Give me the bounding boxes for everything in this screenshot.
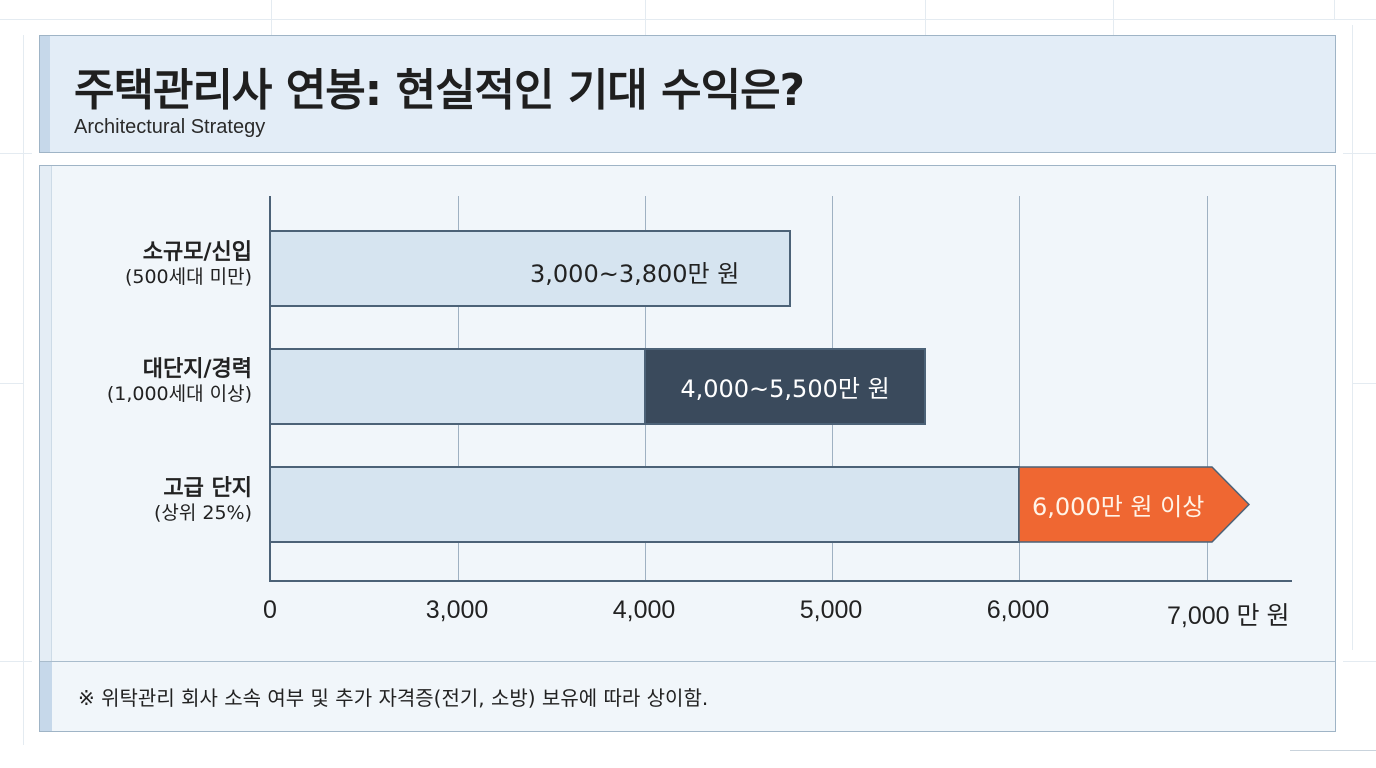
x-tick-label: 0: [263, 596, 277, 624]
category-sub: (상위 25%): [153, 502, 252, 525]
page-title: 주택관리사 연봉: 현실적인 기대 수익은?: [74, 65, 805, 116]
category-main: 고급 단지: [163, 476, 252, 501]
bg-grid-line: [1334, 0, 1335, 19]
x-tick-label: 4,000: [612, 596, 676, 624]
x-axis: [269, 580, 1292, 582]
bg-grid-line: [1343, 153, 1376, 154]
x-tick-label: 3,000: [425, 596, 489, 624]
bg-grid-line: [0, 153, 32, 154]
bar-value-label: 4,000~5,500만 원: [680, 375, 890, 403]
footnote-accent-bar: [40, 661, 52, 731]
bar-large-base: [270, 348, 646, 425]
bg-grid-line: [1352, 383, 1376, 384]
bg-grid-line: [0, 661, 32, 662]
bar-large-range: 4,000~5,500만 원: [644, 348, 926, 425]
bg-grid-line: [1343, 661, 1376, 662]
bg-grid-line: [0, 19, 1376, 20]
bg-grid-line: [23, 35, 24, 745]
bar-small-range: [270, 230, 791, 307]
y-axis: [269, 196, 271, 582]
bg-grid-line: [1290, 750, 1376, 751]
arrow-bar-shape: [1018, 466, 1251, 543]
category-sub: (1,000세대 이상): [106, 383, 252, 406]
bar-premium-base: [270, 466, 1020, 543]
category-label-small: 소규모/신입 (500세대 미만): [125, 240, 252, 289]
bg-grid-line: [0, 383, 24, 384]
bg-grid-line: [1113, 0, 1114, 35]
category-main: 대단지/경력: [142, 357, 252, 382]
footnote-divider: [40, 661, 1335, 662]
bg-grid-line: [645, 0, 646, 35]
x-tick-label-unit: 7,000 만 원: [1167, 602, 1290, 630]
x-tick-label: 5,000: [799, 596, 863, 624]
category-label-large: 대단지/경력 (1,000세대 이상): [107, 357, 252, 406]
gridline-7000: [1207, 196, 1208, 582]
bar-value-label: 3,000~3,800만 원: [530, 260, 740, 288]
gridline-6000: [1019, 196, 1020, 582]
footnote: ※ 위탁관리 회사 소속 여부 및 추가 자격증(전기, 소방) 보유에 따라 …: [78, 686, 709, 710]
bg-grid-line: [925, 0, 926, 35]
bg-grid-line: [1352, 25, 1353, 650]
page-subtitle: Architectural Strategy: [74, 116, 266, 138]
bar-value-label: 6,000만 원 이상: [1032, 493, 1205, 521]
bar-premium-range: 6,000만 원 이상: [1018, 466, 1252, 543]
category-sub: (500세대 미만): [124, 266, 252, 289]
x-tick-label: 6,000: [986, 596, 1050, 624]
bg-grid-line: [271, 0, 272, 35]
chart-accent-bar: [40, 166, 52, 731]
category-main: 소규모/신입: [142, 240, 252, 265]
category-label-premium: 고급 단지 (상위 25%): [154, 476, 252, 525]
title-panel: 주택관리사 연봉: 현실적인 기대 수익은? Architectural Str…: [39, 35, 1336, 153]
title-accent-bar: [40, 36, 50, 152]
